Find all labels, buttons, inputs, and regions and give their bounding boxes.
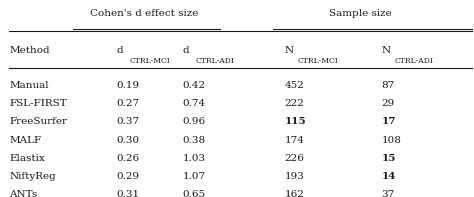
Text: 193: 193 [284, 172, 304, 181]
Text: Sample size: Sample size [329, 9, 392, 18]
Text: 174: 174 [284, 136, 304, 145]
Text: 0.27: 0.27 [116, 99, 139, 108]
Text: 0.29: 0.29 [116, 172, 139, 181]
Text: 108: 108 [382, 136, 401, 145]
Text: 87: 87 [382, 81, 395, 90]
Text: MALF: MALF [9, 136, 42, 145]
Text: 115: 115 [284, 117, 306, 126]
Text: 0.26: 0.26 [116, 154, 139, 163]
Text: Manual: Manual [9, 81, 49, 90]
Text: 14: 14 [382, 172, 396, 181]
Text: Cohen's d effect size: Cohen's d effect size [91, 9, 199, 18]
Text: N: N [284, 46, 293, 55]
Text: 0.38: 0.38 [182, 136, 206, 145]
Text: 452: 452 [284, 81, 304, 90]
Text: NiftyReg: NiftyReg [9, 172, 56, 181]
Text: CTRL-MCI: CTRL-MCI [298, 57, 338, 65]
Text: 0.30: 0.30 [116, 136, 139, 145]
Text: 0.37: 0.37 [116, 117, 139, 126]
Text: 0.65: 0.65 [182, 190, 206, 197]
Text: 0.19: 0.19 [116, 81, 139, 90]
Text: N: N [382, 46, 391, 55]
Text: 17: 17 [382, 117, 396, 126]
Text: CTRL-ADI: CTRL-ADI [196, 57, 235, 65]
Text: ANTs: ANTs [9, 190, 38, 197]
Text: Elastix: Elastix [9, 154, 45, 163]
Text: 1.03: 1.03 [182, 154, 206, 163]
Text: FSL-FIRST: FSL-FIRST [9, 99, 67, 108]
Text: FreeSurfer: FreeSurfer [9, 117, 67, 126]
Text: CTRL-ADI: CTRL-ADI [395, 57, 434, 65]
Text: 1.07: 1.07 [182, 172, 206, 181]
Text: 162: 162 [284, 190, 304, 197]
Text: 226: 226 [284, 154, 304, 163]
Text: 37: 37 [382, 190, 395, 197]
Text: 29: 29 [382, 99, 395, 108]
Text: 0.31: 0.31 [116, 190, 139, 197]
Text: 0.42: 0.42 [182, 81, 206, 90]
Text: 15: 15 [382, 154, 396, 163]
Text: d: d [116, 46, 123, 55]
Text: CTRL-MCI: CTRL-MCI [129, 57, 170, 65]
Text: Method: Method [9, 46, 50, 55]
Text: 222: 222 [284, 99, 304, 108]
Text: 0.96: 0.96 [182, 117, 206, 126]
Text: d: d [182, 46, 189, 55]
Text: 0.74: 0.74 [182, 99, 206, 108]
